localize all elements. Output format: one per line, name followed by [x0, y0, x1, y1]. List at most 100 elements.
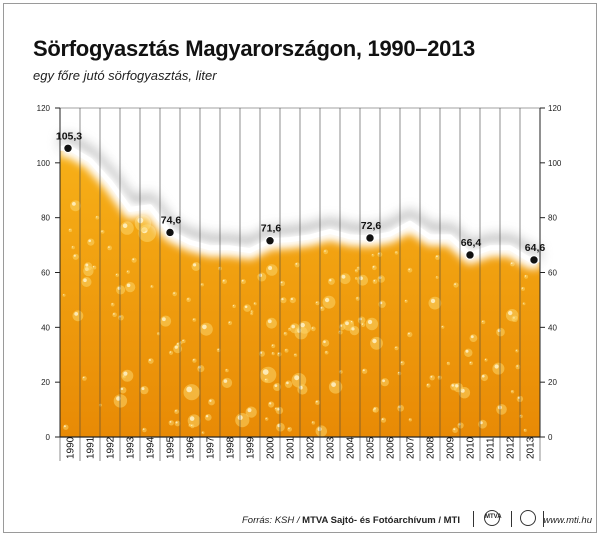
bubble-highlight	[132, 258, 135, 261]
bubble-highlight	[372, 338, 377, 344]
data-point-label: 105,3	[56, 130, 82, 142]
bubble	[464, 348, 473, 357]
bubble-highlight	[508, 310, 513, 316]
bubble-highlight	[101, 230, 103, 232]
bubble-highlight	[201, 283, 203, 285]
bubble-highlight	[331, 382, 336, 387]
separator	[543, 511, 544, 527]
bubble-highlight	[398, 405, 401, 409]
bubble	[186, 297, 191, 303]
bubble	[372, 279, 378, 284]
bubble	[400, 360, 405, 366]
bubble-highlight	[250, 312, 252, 314]
data-point-marker	[465, 250, 475, 260]
bubble-highlight	[294, 353, 296, 356]
bubble-highlight	[150, 285, 153, 287]
bubble	[131, 257, 137, 263]
bubble	[429, 375, 435, 381]
bubble	[322, 295, 336, 309]
bubble-highlight	[193, 318, 195, 320]
bubble	[126, 270, 130, 274]
x-tick-label: 1998	[226, 436, 237, 459]
bubble-highlight	[117, 286, 121, 290]
bubble	[294, 262, 300, 268]
bubble	[339, 273, 351, 285]
bubble	[324, 350, 329, 355]
x-tick-label: 2000	[266, 436, 277, 459]
bubble	[478, 419, 487, 429]
bubble	[524, 274, 529, 279]
bubble-highlight	[359, 276, 363, 281]
x-tick-label: 2008	[426, 436, 437, 459]
bubble	[327, 277, 335, 285]
bubble-highlight	[162, 317, 166, 322]
bubble	[120, 221, 134, 235]
y-tick-label-left: 100	[37, 159, 51, 168]
bubble	[113, 394, 128, 408]
bubble-highlight	[351, 327, 355, 331]
bubble	[277, 352, 282, 357]
y-tick-label-right: 0	[548, 433, 553, 442]
bubble-highlight	[244, 305, 248, 309]
source-prefix: Forrás: KSH /	[241, 515, 303, 526]
bubble-highlight	[141, 387, 145, 391]
bubble-highlight	[510, 262, 513, 265]
x-tick-label: 1992	[106, 436, 117, 459]
bubble	[361, 368, 368, 374]
bubble	[452, 427, 458, 434]
bubble-highlight	[225, 369, 227, 371]
bubble	[125, 282, 136, 293]
bubble-highlight	[288, 427, 290, 430]
bubble-highlight	[320, 306, 323, 309]
bubble-highlight	[116, 273, 118, 276]
bubble-highlight	[193, 263, 197, 267]
bubble	[118, 314, 124, 321]
bubble-highlight	[482, 374, 485, 378]
bubble-highlight	[408, 332, 410, 335]
bubble	[191, 262, 201, 271]
bubble	[279, 280, 286, 287]
x-tick-label: 2007	[406, 436, 417, 459]
bubble	[407, 331, 413, 338]
bubble-highlight	[254, 302, 256, 304]
y-tick-label-left: 20	[41, 378, 50, 387]
bubble-highlight	[291, 324, 296, 329]
bubble	[446, 361, 451, 366]
bubble-highlight	[317, 427, 322, 432]
bubble	[147, 358, 154, 364]
bubble	[361, 322, 366, 327]
bubble-highlight	[372, 265, 375, 268]
bubble-highlight	[265, 417, 267, 419]
bubble-highlight	[381, 418, 384, 421]
bubble	[435, 276, 439, 279]
bubble	[523, 428, 527, 432]
mti-logo	[520, 510, 536, 526]
bubble-highlight	[127, 270, 129, 272]
bubble	[515, 364, 521, 370]
bubble	[510, 261, 515, 267]
x-tick-label: 2010	[466, 436, 477, 459]
x-tick-label: 1991	[86, 436, 97, 459]
chart-subtitle: egy főre jutó sörfogyasztás, liter	[33, 68, 217, 83]
bubble	[173, 344, 183, 354]
bubble	[192, 318, 197, 322]
bubble-highlight	[120, 387, 124, 391]
source-credit: Forrás: KSH / MTVA Sajtó- és Fotóarchívu…	[242, 515, 460, 526]
y-tick-label-left: 40	[41, 323, 50, 332]
bubble-highlight	[315, 400, 318, 403]
bubble	[63, 424, 69, 430]
bubble-highlight	[359, 317, 362, 321]
bubble-highlight	[209, 399, 212, 402]
bubble-highlight	[157, 332, 159, 334]
bubble-highlight	[345, 321, 349, 326]
bubble-highlight	[340, 324, 343, 327]
bubble	[428, 296, 442, 310]
bubble-highlight	[515, 349, 518, 351]
bubble-highlight	[361, 323, 364, 325]
bubble	[221, 377, 233, 388]
bubble	[365, 317, 379, 331]
x-tick-label: 2006	[386, 436, 397, 459]
source-bold: MTVA Sajtó- és Fotóarchívum / MTI	[302, 515, 460, 526]
bubble-highlight	[126, 283, 131, 288]
bubble	[142, 427, 147, 433]
